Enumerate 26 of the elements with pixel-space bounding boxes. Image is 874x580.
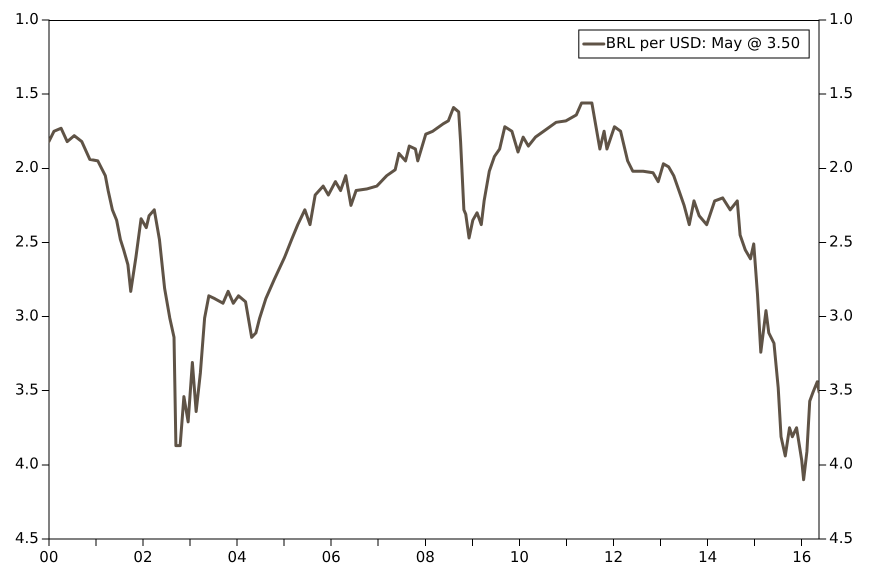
x-tick-label: 12: [604, 548, 624, 566]
x-tick-label: 02: [133, 548, 153, 566]
y2-tick-label: 4.5: [829, 528, 854, 547]
legend-label: BRL per USD: May @ 3.50: [606, 34, 800, 52]
x-tick-label: 04: [228, 548, 247, 566]
x-tick-label: 08: [416, 548, 435, 566]
y-tick-label: 2.5: [14, 232, 39, 250]
x-tick-label: 16: [792, 548, 812, 566]
y-tick-label: 1.0: [14, 10, 39, 28]
y2-tick-label: 1.0: [829, 10, 854, 28]
y-tick-label: 1.5: [14, 84, 39, 102]
y2-tick-label: 4.0: [829, 454, 854, 473]
x-tick-label: 10: [510, 548, 529, 566]
x-tick-label: 00: [39, 548, 58, 566]
y-tick-label: 4.5: [14, 528, 39, 547]
y2-tick-label: 3.5: [829, 380, 854, 399]
y2-tick-label: 2.0: [829, 158, 854, 176]
y2-tick-label: 1.5: [829, 84, 854, 102]
x-tick-label: 14: [698, 548, 718, 566]
y2-tick-label: 3.0: [829, 306, 854, 324]
y-tick-label: 4.0: [14, 454, 39, 473]
x-tick-label: 06: [322, 548, 341, 566]
y-tick-label: 2.0: [14, 158, 39, 176]
y2-tick-label: 2.5: [829, 232, 854, 250]
y-tick-label: 3.0: [14, 306, 39, 324]
y-tick-label: 3.5: [14, 380, 39, 399]
